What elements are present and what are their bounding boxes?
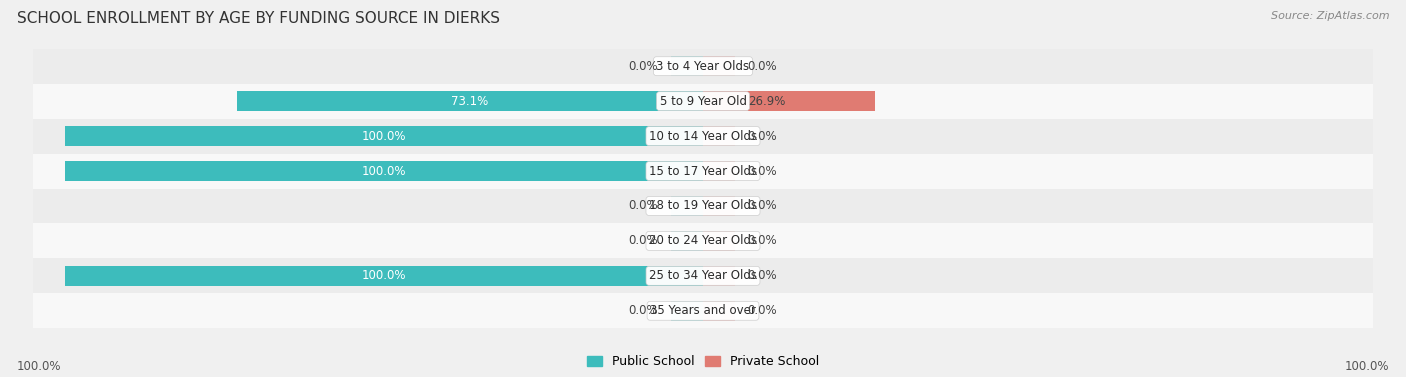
Bar xyxy=(703,231,735,251)
Bar xyxy=(703,196,735,216)
Bar xyxy=(34,119,1372,153)
Bar xyxy=(34,224,1372,258)
Bar xyxy=(34,153,1372,188)
Text: 0.0%: 0.0% xyxy=(748,234,778,247)
Bar xyxy=(34,188,1372,224)
Text: 0.0%: 0.0% xyxy=(628,199,658,213)
Text: 25 to 34 Year Olds: 25 to 34 Year Olds xyxy=(650,269,756,282)
Text: 0.0%: 0.0% xyxy=(748,304,778,317)
Bar xyxy=(703,266,735,286)
Text: 0.0%: 0.0% xyxy=(748,130,778,143)
Bar xyxy=(65,161,703,181)
Text: 0.0%: 0.0% xyxy=(628,234,658,247)
Bar xyxy=(671,196,703,216)
Bar xyxy=(34,49,1372,84)
Text: 0.0%: 0.0% xyxy=(748,199,778,213)
Text: 100.0%: 100.0% xyxy=(361,164,406,178)
Text: 0.0%: 0.0% xyxy=(748,164,778,178)
Bar xyxy=(34,84,1372,119)
Text: 15 to 17 Year Olds: 15 to 17 Year Olds xyxy=(650,164,756,178)
Text: 18 to 19 Year Olds: 18 to 19 Year Olds xyxy=(650,199,756,213)
Bar xyxy=(671,231,703,251)
Text: 0.0%: 0.0% xyxy=(628,304,658,317)
Text: 5 to 9 Year Old: 5 to 9 Year Old xyxy=(659,95,747,108)
Bar xyxy=(65,126,703,146)
Text: 0.0%: 0.0% xyxy=(628,60,658,73)
Bar xyxy=(671,301,703,321)
Text: 100.0%: 100.0% xyxy=(17,360,62,373)
Legend: Public School, Private School: Public School, Private School xyxy=(588,356,818,368)
Bar xyxy=(671,56,703,76)
Text: 73.1%: 73.1% xyxy=(451,95,488,108)
Bar xyxy=(236,91,703,111)
Text: 100.0%: 100.0% xyxy=(361,130,406,143)
Text: 26.9%: 26.9% xyxy=(748,95,785,108)
Text: 100.0%: 100.0% xyxy=(361,269,406,282)
Bar xyxy=(34,293,1372,328)
Bar xyxy=(703,126,735,146)
Text: Source: ZipAtlas.com: Source: ZipAtlas.com xyxy=(1271,11,1389,21)
Bar xyxy=(34,258,1372,293)
Bar xyxy=(65,266,703,286)
Text: 35 Years and over: 35 Years and over xyxy=(650,304,756,317)
Text: 100.0%: 100.0% xyxy=(1344,360,1389,373)
Text: 20 to 24 Year Olds: 20 to 24 Year Olds xyxy=(650,234,756,247)
Bar xyxy=(703,301,735,321)
Text: 10 to 14 Year Olds: 10 to 14 Year Olds xyxy=(650,130,756,143)
Text: 0.0%: 0.0% xyxy=(748,60,778,73)
Bar xyxy=(703,161,735,181)
Bar xyxy=(703,56,735,76)
Text: SCHOOL ENROLLMENT BY AGE BY FUNDING SOURCE IN DIERKS: SCHOOL ENROLLMENT BY AGE BY FUNDING SOUR… xyxy=(17,11,501,26)
Text: 3 to 4 Year Olds: 3 to 4 Year Olds xyxy=(657,60,749,73)
Bar xyxy=(703,91,875,111)
Text: 0.0%: 0.0% xyxy=(748,269,778,282)
